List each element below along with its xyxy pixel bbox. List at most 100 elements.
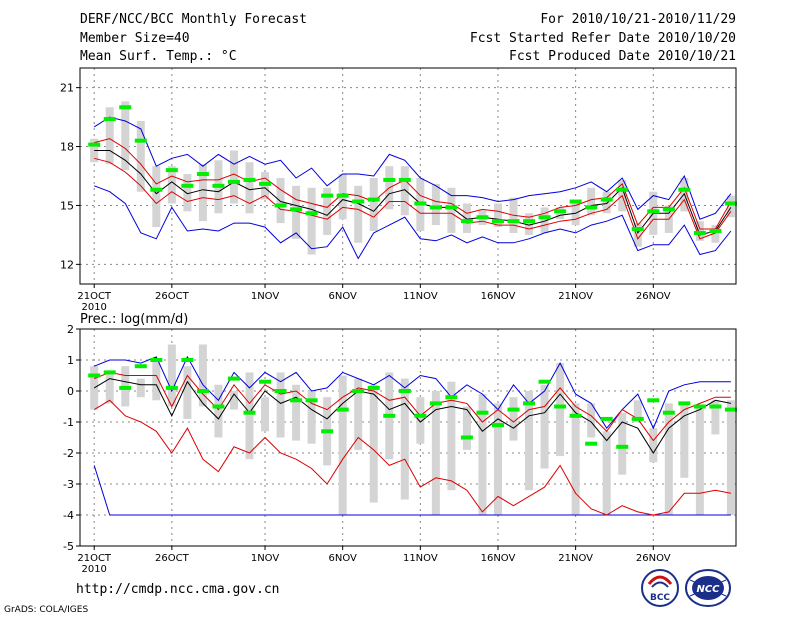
ensemble-range-bar bbox=[229, 391, 238, 410]
x-year-label: 2010 bbox=[81, 302, 106, 313]
median-marker bbox=[631, 227, 644, 232]
median-marker bbox=[134, 138, 147, 143]
ensemble-range-bar bbox=[292, 185, 301, 239]
median-marker bbox=[196, 172, 209, 177]
ensemble-range-bar bbox=[183, 174, 192, 212]
ensemble-range-bar bbox=[540, 384, 549, 469]
ensemble-range-bar bbox=[136, 378, 145, 398]
median-marker bbox=[631, 416, 644, 421]
median-marker bbox=[103, 117, 116, 122]
median-marker bbox=[616, 444, 629, 449]
ensemble-range-bar bbox=[198, 164, 207, 222]
median-marker bbox=[119, 385, 132, 390]
median-marker bbox=[662, 410, 675, 415]
ncc-logo-text: NCC bbox=[696, 584, 720, 595]
ensemble-range-bar bbox=[462, 203, 471, 233]
ensemble-range-bar bbox=[431, 391, 440, 515]
ensemble-range-bar bbox=[152, 360, 161, 401]
ensemble-range-bar bbox=[152, 166, 161, 228]
ensemble-range-bar bbox=[509, 397, 518, 441]
source-url[interactable]: http://cmdp.ncc.cma.gov.cn bbox=[76, 582, 280, 597]
median-marker bbox=[165, 168, 178, 173]
ensemble-max-line bbox=[93, 116, 732, 220]
median-marker bbox=[414, 413, 427, 418]
ensemble-range-bar bbox=[354, 378, 363, 450]
median-marker bbox=[600, 197, 613, 202]
plot-frame bbox=[79, 67, 737, 285]
median-marker bbox=[445, 205, 458, 210]
ensemble-range-bar bbox=[618, 412, 627, 475]
ensemble-mean-line bbox=[94, 150, 732, 236]
median-marker bbox=[165, 385, 178, 390]
median-marker bbox=[693, 230, 706, 235]
ensemble-range-bar bbox=[167, 166, 176, 204]
forecast-start-date: Fcst Started Refer Date 2010/10/20 bbox=[469, 31, 736, 46]
panel-title: Prec.: log(mm/d) bbox=[80, 312, 188, 327]
spread-lower-line bbox=[94, 157, 732, 240]
ensemble-range-bar bbox=[587, 187, 596, 216]
y-tick-label: -2 bbox=[63, 447, 74, 460]
ensemble-range-bar bbox=[245, 372, 254, 460]
median-marker bbox=[600, 416, 613, 421]
x-tick-label: 6NOV bbox=[328, 291, 357, 302]
x-tick-label: 26OCT bbox=[155, 291, 190, 302]
x-tick-label: 26NOV bbox=[636, 553, 671, 564]
ensemble-range-bar bbox=[307, 391, 316, 444]
x-tick-label: 11NOV bbox=[403, 553, 438, 564]
median-marker bbox=[538, 379, 551, 384]
bcc-logo-text: BCC bbox=[650, 593, 670, 603]
median-marker bbox=[274, 389, 287, 393]
median-marker bbox=[429, 205, 442, 210]
ensemble-range-bar bbox=[525, 391, 534, 491]
y-tick-label: 15 bbox=[60, 199, 74, 212]
x-tick-label: 26NOV bbox=[636, 291, 671, 302]
x-year-label: 2010 bbox=[81, 564, 106, 575]
median-marker bbox=[709, 404, 722, 409]
median-marker bbox=[321, 429, 334, 434]
median-marker bbox=[429, 401, 442, 406]
median-marker bbox=[398, 389, 411, 393]
ensemble-range-bar bbox=[276, 372, 285, 438]
median-marker bbox=[290, 207, 303, 212]
median-marker bbox=[554, 209, 567, 214]
y-tick-label: 1 bbox=[67, 354, 74, 367]
median-marker bbox=[569, 199, 582, 204]
y-tick-label: -1 bbox=[63, 416, 74, 429]
median-marker bbox=[724, 407, 737, 412]
panel-2: -5 -4 -3 -2 -1 0 1 2 21OCT 26OCT 1NOV 6NOV 11NOV 16NO… bbox=[63, 312, 737, 575]
median-marker bbox=[274, 203, 287, 208]
y-tick-label: 2 bbox=[67, 323, 74, 336]
ensemble-range-bar bbox=[649, 428, 658, 463]
forecast-produced-date: Fcst Produced Date 2010/10/21 bbox=[509, 49, 736, 64]
median-marker bbox=[491, 423, 504, 428]
median-marker bbox=[491, 219, 504, 224]
forecast-period: For 2010/10/21-2010/11/29 bbox=[540, 12, 736, 27]
median-marker bbox=[678, 187, 691, 192]
y-tick-label: 21 bbox=[60, 82, 74, 95]
median-marker bbox=[678, 401, 691, 406]
x-tick-label: 21NOV bbox=[558, 291, 593, 302]
median-marker bbox=[259, 379, 272, 384]
median-marker bbox=[414, 201, 427, 206]
ensemble-range-bar bbox=[167, 344, 176, 407]
ensemble-range-bar bbox=[602, 191, 611, 214]
ensemble-range-bar bbox=[602, 431, 611, 515]
x-tick-label: 21OCT bbox=[77, 553, 112, 564]
ncc-logo: NCC bbox=[685, 569, 731, 607]
median-marker bbox=[585, 441, 598, 446]
ensemble-range-bar bbox=[214, 384, 223, 438]
ensemble-range-bar bbox=[447, 187, 456, 233]
ensemble-range-bar bbox=[680, 403, 689, 478]
ensemble-range-bar bbox=[556, 363, 565, 457]
ensemble-range-bar bbox=[183, 366, 192, 419]
median-marker bbox=[352, 199, 365, 204]
x-tick-label: 11NOV bbox=[403, 291, 438, 302]
x-tick-label: 21OCT bbox=[77, 291, 112, 302]
ensemble-range-bar bbox=[105, 372, 114, 404]
ensemble-range-bar bbox=[540, 207, 549, 233]
median-marker bbox=[119, 105, 132, 110]
median-marker bbox=[212, 404, 225, 409]
median-marker bbox=[585, 205, 598, 210]
median-marker bbox=[227, 376, 240, 381]
ensemble-range-bar bbox=[105, 107, 114, 165]
